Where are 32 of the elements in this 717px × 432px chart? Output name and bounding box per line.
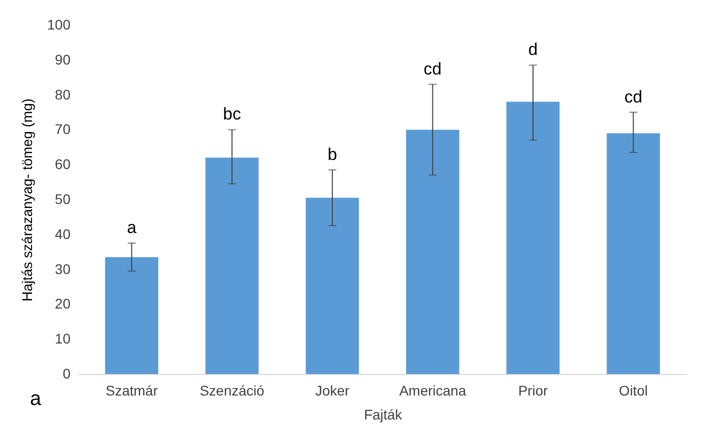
y-tick-label: 100: [47, 16, 71, 32]
annotation: cd: [424, 59, 442, 78]
x-tick-label: Prior: [518, 382, 548, 398]
x-tick-label: Americana: [399, 382, 466, 398]
y-tick-label: 20: [54, 296, 71, 312]
bar: [606, 133, 660, 374]
x-tick-label: Oitol: [618, 382, 648, 398]
y-tick-label: 40: [54, 226, 71, 242]
y-tick-label: 60: [54, 156, 71, 172]
annotation: a: [126, 218, 137, 238]
y-tick-label: 0: [62, 366, 71, 382]
y-tick-label: 70: [54, 121, 71, 138]
x-tick-label: Szenzáció: [200, 382, 265, 398]
bar: [306, 198, 359, 374]
bar: [406, 130, 460, 374]
text: a: [30, 388, 42, 411]
y-tick-label: 10: [54, 330, 71, 347]
bar: [105, 257, 158, 374]
annotation: bc: [223, 104, 242, 124]
y-tick-label: 50: [54, 191, 71, 207]
annotation: d: [528, 40, 538, 60]
x-tick-label: Szatmár: [106, 382, 158, 398]
y-axis-title: Hajtás szárazanyag- tömeg (mg): [19, 98, 36, 302]
x-tick-label: Joker: [315, 382, 350, 398]
bar: [205, 158, 259, 374]
x-axis-title: Fajták: [364, 406, 404, 422]
y-tick-label: 30: [54, 260, 71, 277]
annotation: b: [328, 144, 338, 164]
y-tick-label: 90: [54, 51, 71, 68]
bar: [506, 102, 560, 374]
annotation: cd: [624, 87, 642, 106]
y-tick-label: 80: [54, 86, 71, 102]
